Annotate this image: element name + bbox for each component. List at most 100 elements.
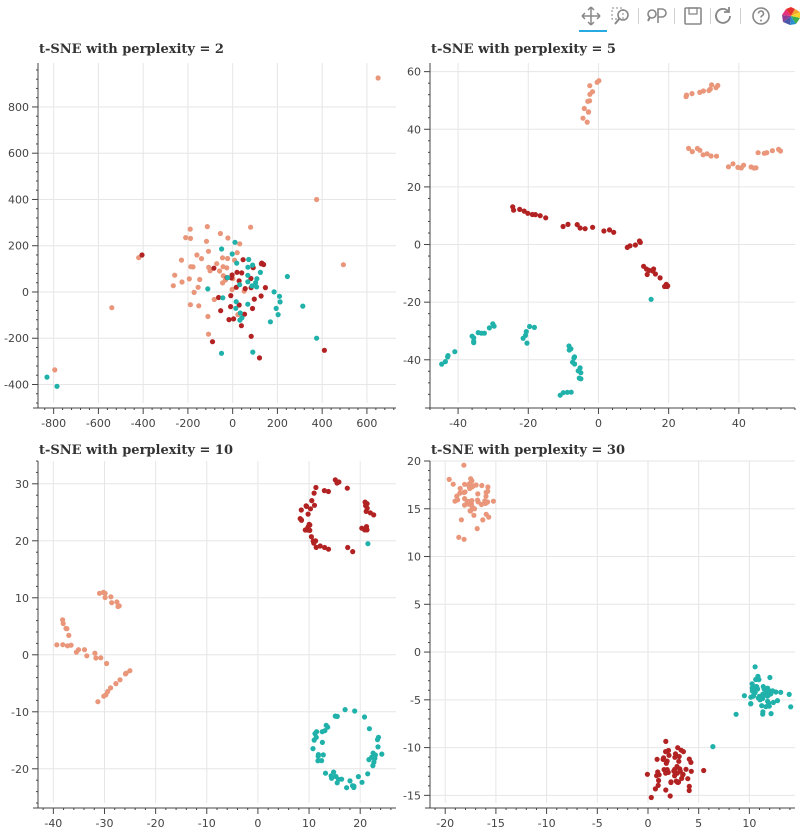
save-tool-button[interactable] xyxy=(680,3,706,29)
reset-tool-button[interactable] xyxy=(710,3,736,29)
scatter-point xyxy=(178,257,185,263)
scatter-point xyxy=(730,161,736,167)
scatter-point xyxy=(490,498,496,504)
scatter-point xyxy=(580,115,586,121)
scatter-point xyxy=(565,221,571,227)
scatter-point xyxy=(335,776,342,782)
scatter-point xyxy=(755,686,761,692)
scatter-point xyxy=(648,794,654,801)
scatter-point xyxy=(258,293,264,299)
scatter-point xyxy=(170,283,176,289)
scatter-point xyxy=(233,299,239,305)
scatter-panel-3[interactable]: t-SNE with perplexity = 10 -40 -30 -20 -10 0 1… xyxy=(11,443,396,830)
box-zoom-tool-button[interactable] xyxy=(608,3,634,29)
scatter-point xyxy=(92,650,98,656)
bokeh-logo-tool-button[interactable] xyxy=(778,3,800,29)
scatter-point xyxy=(442,359,448,365)
scatter-point xyxy=(481,330,487,336)
scatter-point xyxy=(475,497,481,503)
scatter-point xyxy=(637,239,643,245)
scatter-point xyxy=(510,207,517,213)
scatter-point xyxy=(701,767,707,774)
x-tick-label: -400 xyxy=(131,417,156,430)
scatter-point xyxy=(237,241,243,247)
scatter-point xyxy=(60,642,66,648)
scatter-point xyxy=(748,701,754,707)
y-tick-label: -10 xyxy=(11,706,29,719)
scatter-point xyxy=(93,655,99,661)
scatter-point xyxy=(249,283,255,289)
scatter-point xyxy=(108,594,114,600)
scatter-point xyxy=(205,248,212,254)
scatter-point xyxy=(216,294,222,301)
scatter-points xyxy=(54,477,385,791)
scatter-panel-2[interactable]: t-SNE with perplexity = 5 -40 -20 0 20 40 -40 -… xyxy=(403,42,796,430)
scatter-point xyxy=(66,632,72,639)
scatter-point xyxy=(596,78,602,84)
scatter-point xyxy=(456,534,462,540)
y-tick-label: 0 xyxy=(414,646,421,659)
scatter-point xyxy=(475,491,481,497)
scatter-point xyxy=(254,276,260,282)
scatter-point xyxy=(763,704,769,710)
scatter-point xyxy=(749,681,755,687)
scatter-point xyxy=(218,308,224,314)
y-tick-label: 10 xyxy=(407,551,421,564)
scatter-point xyxy=(466,501,472,507)
scatter-point xyxy=(584,119,590,125)
scatter-point xyxy=(187,302,193,308)
scatter-point xyxy=(483,493,489,499)
scatter-point xyxy=(220,295,226,301)
x-tick-label: 600 xyxy=(356,417,377,430)
wheel-zoom-tool-button[interactable] xyxy=(644,3,670,29)
scatter-point xyxy=(461,462,467,468)
scatter-point xyxy=(308,534,314,540)
scatter-point xyxy=(204,224,210,230)
scatter-point xyxy=(277,299,283,305)
scatter-point xyxy=(777,148,784,154)
scatter-point xyxy=(245,301,251,307)
x-tick-label: 10 xyxy=(742,817,756,830)
scatter-point xyxy=(186,276,192,282)
x-tick-label: -10 xyxy=(538,817,556,830)
scatter-point xyxy=(375,744,381,750)
scatter-point xyxy=(452,349,458,355)
scatter-point xyxy=(652,786,659,792)
scatter-point xyxy=(238,323,244,329)
scatter-point xyxy=(750,693,756,699)
help-tool-button[interactable] xyxy=(748,3,774,29)
scatter-point xyxy=(313,544,319,551)
scatter-point xyxy=(486,514,492,520)
scatter-point xyxy=(239,315,245,321)
scatter-point xyxy=(611,229,617,235)
scatter-point xyxy=(566,347,572,353)
scatter-point xyxy=(589,89,596,95)
scatter-point xyxy=(198,256,205,262)
scatter-panel-1[interactable]: t-SNE with perplexity = 2 -800 -600 -400 -20… xyxy=(4,42,396,430)
scatter-point xyxy=(471,338,477,344)
scatter-point xyxy=(228,275,234,281)
scatter-point xyxy=(205,286,211,292)
scatter-point xyxy=(321,488,327,494)
scatter-point xyxy=(568,389,574,395)
scatter-point xyxy=(314,196,320,203)
scatter-point xyxy=(273,305,279,311)
scatter-point xyxy=(347,778,353,784)
scatter-point xyxy=(700,88,707,94)
scatter-point xyxy=(491,323,497,329)
x-tick-label: -20 xyxy=(436,817,454,830)
scatter-point xyxy=(667,793,673,799)
scatter-point xyxy=(228,304,234,310)
y-tick-label: 200 xyxy=(8,240,29,253)
scatter-panel-4[interactable]: t-SNE with perplexity = 30 -20 -15 -10 -5 0 5 1… xyxy=(403,443,795,830)
scatter-point xyxy=(319,739,325,746)
scatter-point xyxy=(211,265,217,271)
scatter-point xyxy=(482,498,488,504)
scatter-point xyxy=(313,538,319,544)
pan-tool-button[interactable] xyxy=(578,3,607,32)
scatter-point xyxy=(322,728,328,734)
y-tick-label: -5 xyxy=(410,694,421,707)
scatter-point xyxy=(183,235,189,241)
scatter-point xyxy=(225,275,231,281)
scatter-point xyxy=(663,738,669,745)
